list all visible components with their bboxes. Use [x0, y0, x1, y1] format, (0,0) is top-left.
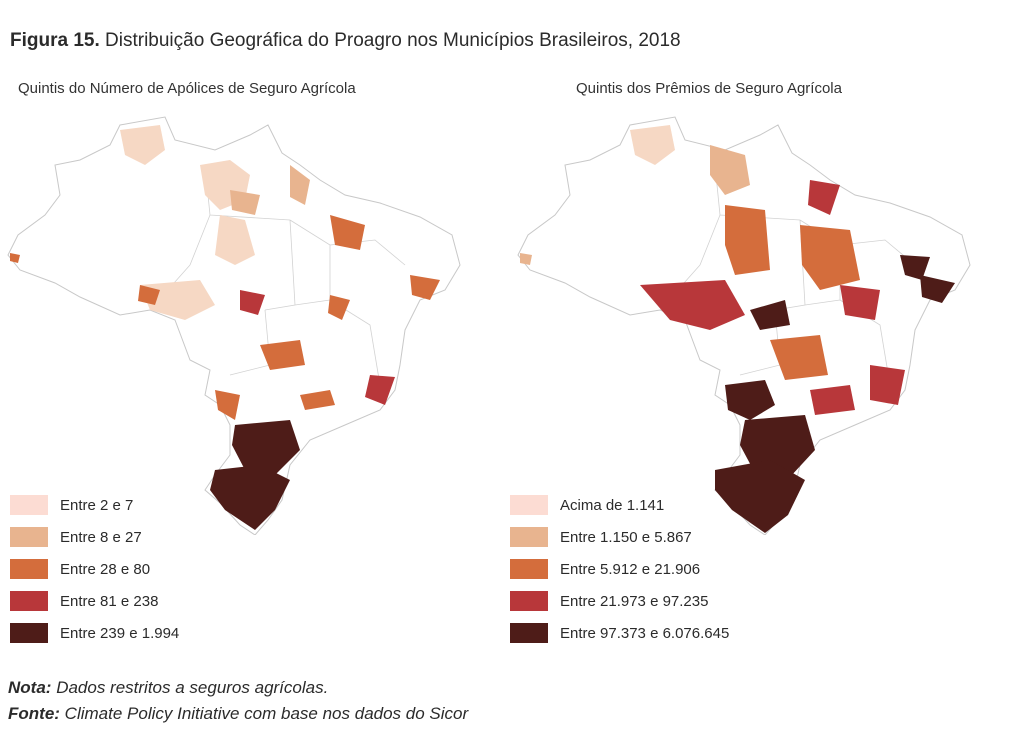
legend-item: Entre 8 e 27 — [10, 521, 179, 553]
legend-item: Entre 97.373 e 6.076.645 — [510, 617, 729, 649]
right-brazil-map — [517, 116, 971, 535]
legend-swatch — [510, 527, 548, 547]
source-label: Fonte: — [8, 704, 60, 723]
figure-title: Figura 15. Distribuição Geográfica do Pr… — [10, 30, 681, 52]
legend-label: Entre 2 e 7 — [60, 496, 134, 514]
legend-label: Entre 1.150 e 5.867 — [560, 528, 692, 546]
legend-swatch — [510, 591, 548, 611]
source-line: Fonte: Climate Policy Initiative com bas… — [8, 701, 468, 727]
source-text: Climate Policy Initiative com base nos d… — [64, 704, 469, 723]
legend-label: Entre 81 e 238 — [60, 592, 159, 610]
legend-item: Entre 21.973 e 97.235 — [510, 585, 729, 617]
legend-item: Entre 239 e 1.994 — [10, 617, 179, 649]
left-map-subtitle: Quintis do Número de Apólices de Seguro … — [18, 80, 356, 97]
left-map-legend: Entre 2 e 7 Entre 8 e 27 Entre 28 e 80 E… — [10, 489, 179, 649]
legend-item: Entre 1.150 e 5.867 — [510, 521, 729, 553]
legend-item: Entre 2 e 7 — [10, 489, 179, 521]
note-line: Nota: Dados restritos a seguros agrícola… — [8, 675, 468, 701]
legend-swatch — [10, 623, 48, 643]
legend-item: Acima de 1.141 — [510, 489, 729, 521]
legend-item: Entre 5.912 e 21.906 — [510, 553, 729, 585]
legend-swatch — [10, 591, 48, 611]
legend-swatch — [10, 527, 48, 547]
legend-label: Entre 97.373 e 6.076.645 — [560, 624, 730, 642]
note-label: Nota: — [8, 678, 52, 697]
legend-swatch — [510, 495, 548, 515]
legend-swatch — [510, 559, 548, 579]
right-map-legend: Acima de 1.141 Entre 1.150 e 5.867 Entre… — [510, 489, 729, 649]
figure-label: Figura 15. — [10, 30, 100, 51]
legend-swatch — [10, 559, 48, 579]
legend-label: Entre 239 e 1.994 — [60, 624, 180, 642]
note-text: Dados restritos a seguros agrícolas. — [56, 678, 329, 697]
right-map-subtitle: Quintis dos Prêmios de Seguro Agrícola — [576, 80, 842, 97]
legend-swatch — [510, 623, 548, 643]
figure-title-text: Distribuição Geográfica do Proagro nos M… — [105, 30, 681, 51]
legend-label: Entre 5.912 e 21.906 — [560, 560, 701, 578]
figure-notes: Nota: Dados restritos a seguros agrícola… — [8, 675, 468, 727]
legend-item: Entre 28 e 80 — [10, 553, 179, 585]
legend-label: Acima de 1.141 — [560, 496, 665, 514]
legend-swatch — [10, 495, 48, 515]
right-map-regions — [520, 125, 955, 533]
legend-item: Entre 81 e 238 — [10, 585, 179, 617]
legend-label: Entre 8 e 27 — [60, 528, 142, 546]
left-brazil-map — [7, 116, 461, 535]
legend-label: Entre 28 e 80 — [60, 560, 151, 578]
left-map-regions — [10, 125, 440, 530]
legend-label: Entre 21.973 e 97.235 — [560, 592, 709, 610]
